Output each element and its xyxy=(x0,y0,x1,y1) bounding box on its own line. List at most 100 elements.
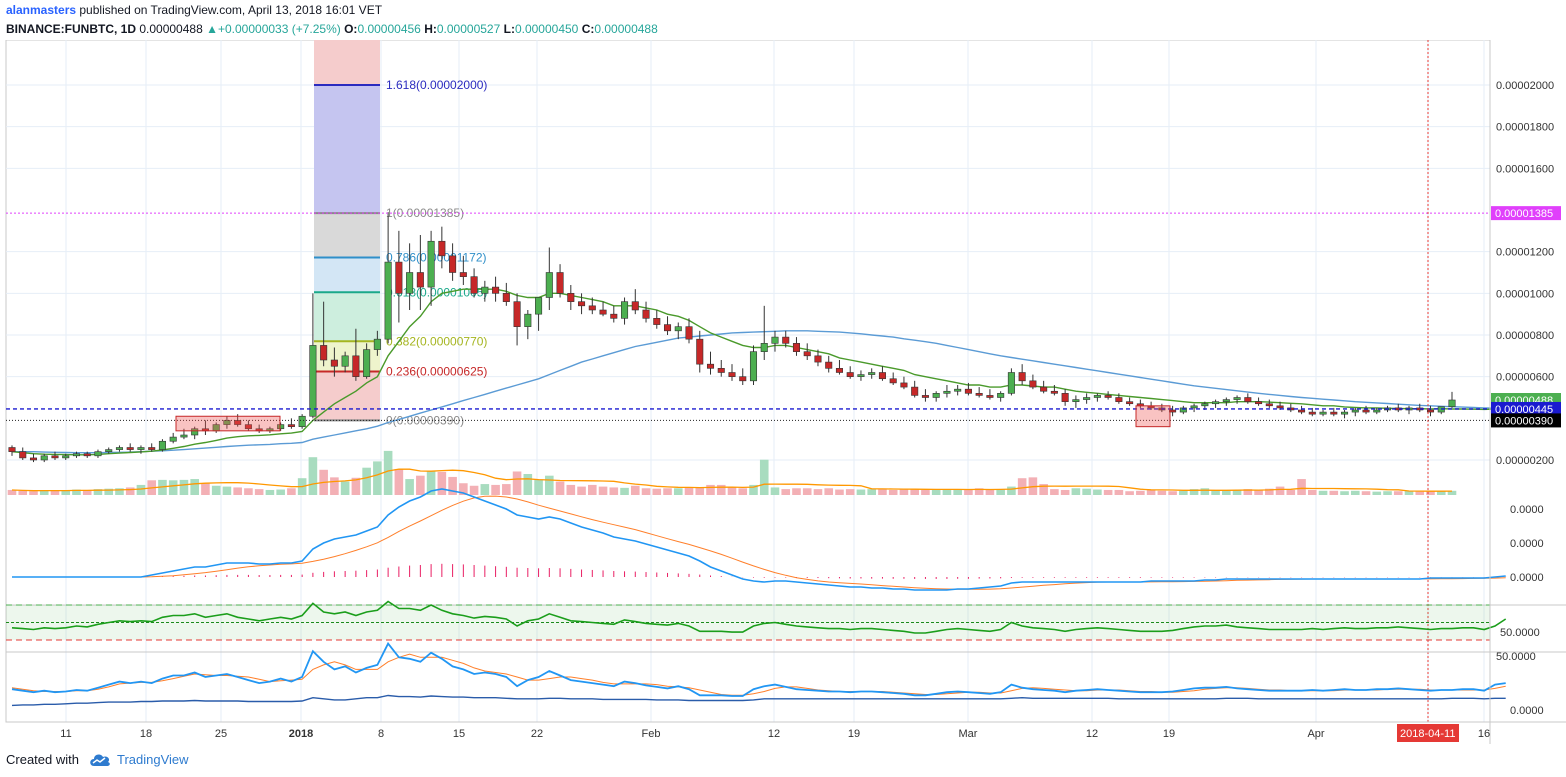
volume-bar xyxy=(835,489,844,495)
volume-bar xyxy=(1426,491,1435,495)
volume-bar xyxy=(1039,484,1048,495)
open-label: O: xyxy=(344,22,358,36)
volume-bar xyxy=(942,489,952,495)
demand-zone-box-2 xyxy=(1135,405,1171,428)
stoch-k-line xyxy=(11,641,1506,697)
volume-bar xyxy=(1393,491,1403,495)
horizontal-lines[interactable] xyxy=(6,40,1490,722)
candle-body xyxy=(1072,399,1080,402)
volume-bar xyxy=(394,468,404,495)
volume-bar xyxy=(1372,491,1382,495)
candle-body xyxy=(298,415,306,427)
candle-body xyxy=(964,388,972,394)
candle-body xyxy=(137,447,145,450)
candle-body xyxy=(1319,411,1327,415)
volume-bar xyxy=(308,457,318,495)
candle-body xyxy=(470,276,478,294)
candle-body xyxy=(395,261,403,294)
candle-body xyxy=(1351,409,1359,413)
volume-bar xyxy=(609,487,619,495)
volume-bar xyxy=(1071,488,1081,495)
time-cursor-label: 2018-04-11 xyxy=(1400,728,1455,740)
candle-body xyxy=(492,286,500,294)
volume-bar xyxy=(383,450,393,495)
volume-bar xyxy=(502,484,511,495)
candle-body xyxy=(997,393,1005,398)
time-tick-label: 12 xyxy=(1086,728,1098,740)
time-tick-label: 22 xyxy=(531,728,543,740)
candle-body xyxy=(943,390,951,394)
volume-bar xyxy=(18,490,28,495)
volume-bar xyxy=(1146,489,1156,495)
volume-bar xyxy=(190,479,199,495)
time-tick-label: 19 xyxy=(848,728,860,740)
volume-bar xyxy=(985,489,995,495)
candle-body xyxy=(1126,401,1134,405)
candle-body xyxy=(685,326,693,340)
price-marker-badge xyxy=(1491,206,1561,221)
volume-bar xyxy=(287,488,296,495)
candle-body xyxy=(1330,411,1338,415)
volume-bar xyxy=(330,477,339,495)
price-chart[interactable]: 1.618(0.00002000) 1(0.00001385) 0.786(0.00… xyxy=(0,40,1566,744)
candle-body xyxy=(83,453,91,457)
candle-body xyxy=(8,447,16,452)
candle-body xyxy=(1244,397,1252,402)
volume-bar xyxy=(1050,489,1059,495)
chart-grid xyxy=(6,40,1490,722)
time-tick-label: 12 xyxy=(768,728,780,740)
candle-body xyxy=(416,272,424,288)
candle-body xyxy=(1050,390,1058,394)
candle-body xyxy=(1040,386,1048,392)
price-change: +0.00000033 (+7.25%) xyxy=(217,22,341,36)
candle-body xyxy=(1115,397,1123,402)
tradingview-brand-link[interactable]: TradingView xyxy=(117,752,189,767)
volume-bar xyxy=(179,479,189,495)
volume-bar xyxy=(738,488,748,495)
close-label: C: xyxy=(581,22,595,36)
volume-bar xyxy=(1447,490,1457,495)
tradingview-cloud-icon[interactable] xyxy=(88,750,112,768)
time-tick-label: 15 xyxy=(453,728,465,740)
candle-body xyxy=(29,457,38,461)
candle-body xyxy=(62,455,70,459)
candle-body xyxy=(567,293,575,302)
volume-bar xyxy=(1243,489,1253,495)
volume-bar xyxy=(426,471,436,495)
volume-bar xyxy=(931,489,941,495)
volume-bar xyxy=(340,481,350,495)
candle-body xyxy=(1190,405,1198,409)
macd-axis-label: 0.0000 xyxy=(1510,504,1544,516)
candle-body xyxy=(1179,407,1187,413)
volume-bar xyxy=(684,487,694,495)
volume-bar xyxy=(695,487,705,495)
rsi-pane xyxy=(6,600,1566,653)
volume-bar xyxy=(1286,489,1296,495)
volume-bar xyxy=(555,481,565,495)
volume-bar xyxy=(469,485,479,495)
candle-body xyxy=(889,378,897,384)
candle-body xyxy=(599,309,607,315)
candle-body xyxy=(739,376,747,382)
volume-bar xyxy=(233,487,242,495)
macd-line xyxy=(12,488,1506,591)
volume-bar xyxy=(867,489,876,495)
symbol-label[interactable]: BINANCE:FUNBTC, 1D xyxy=(6,22,136,36)
candle-body xyxy=(556,272,564,294)
volume-bar xyxy=(1017,478,1027,495)
volume-bar xyxy=(964,489,973,495)
author-link[interactable]: alanmasters xyxy=(6,3,77,17)
fib-level-label: 1.618(0.00002000) xyxy=(386,78,487,92)
candlesticks[interactable] xyxy=(8,212,1456,463)
volume-bar xyxy=(276,489,285,495)
stoch-pane xyxy=(11,641,1506,707)
volume-bar xyxy=(39,490,49,495)
fib-band xyxy=(314,257,380,293)
candle-body xyxy=(115,447,123,450)
volume-bar xyxy=(974,488,984,495)
candle-body xyxy=(663,324,672,332)
candle-body xyxy=(749,351,758,382)
volume-bar xyxy=(716,484,726,495)
price-tick-label: 0.00001800 xyxy=(1496,122,1554,134)
candle-body xyxy=(19,451,27,459)
